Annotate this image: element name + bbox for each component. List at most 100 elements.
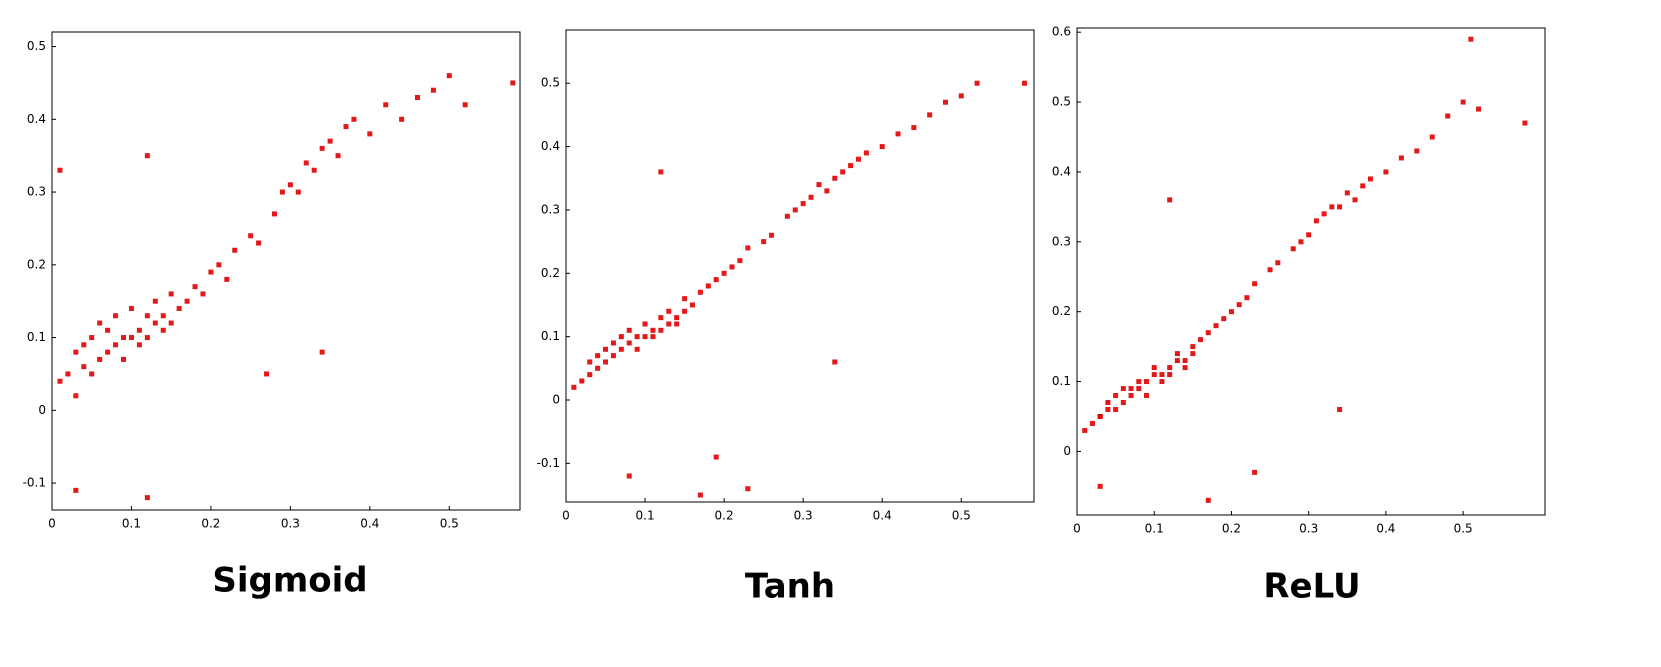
point — [1228, 309, 1234, 315]
point — [415, 94, 421, 100]
plot-frame — [1076, 27, 1546, 516]
point — [587, 372, 593, 378]
y-tick-label: 0 — [38, 403, 46, 417]
point — [1468, 36, 1474, 42]
point — [121, 335, 127, 341]
point — [737, 258, 743, 264]
point — [618, 346, 624, 352]
point — [89, 371, 95, 377]
point — [367, 131, 373, 137]
y-tick-label: 0.3 — [27, 185, 46, 199]
point — [713, 277, 719, 283]
point — [603, 359, 609, 365]
point — [856, 156, 861, 162]
point — [1306, 232, 1312, 238]
point — [343, 124, 349, 130]
point — [713, 454, 719, 460]
point — [351, 116, 357, 122]
y-tick-label: 0.5 — [541, 76, 560, 90]
point — [184, 298, 190, 304]
x-tick-label: 0.2 — [715, 509, 734, 523]
point — [1120, 386, 1126, 392]
point — [618, 334, 624, 340]
point — [160, 313, 166, 319]
point — [1097, 413, 1103, 419]
point — [446, 73, 452, 79]
point — [1182, 358, 1188, 364]
point — [745, 486, 751, 492]
point — [1167, 372, 1173, 378]
point — [1174, 358, 1180, 364]
point — [674, 321, 680, 327]
point — [682, 308, 688, 314]
y-tick-label: -0.1 — [23, 476, 46, 490]
point — [232, 247, 238, 253]
point — [1267, 267, 1273, 273]
x-tick-label: 0 — [1073, 522, 1081, 536]
point — [1313, 218, 1319, 224]
point — [1337, 204, 1343, 210]
point — [1190, 351, 1196, 357]
point — [160, 327, 166, 333]
point — [152, 320, 158, 326]
chart-title: Sigmoid — [212, 561, 367, 601]
point — [1082, 427, 1088, 433]
point — [57, 378, 63, 384]
point — [784, 213, 790, 219]
point — [319, 349, 325, 355]
point — [1190, 344, 1196, 350]
point — [1414, 148, 1420, 154]
point — [1352, 197, 1358, 203]
point — [1337, 406, 1343, 412]
point — [769, 232, 775, 238]
point — [113, 342, 119, 348]
point — [911, 125, 917, 131]
point — [1128, 386, 1134, 392]
point — [1445, 113, 1451, 119]
point — [705, 283, 711, 289]
point — [658, 315, 664, 321]
point — [603, 346, 609, 352]
point — [430, 87, 436, 93]
plot-frame — [51, 31, 521, 511]
point — [287, 182, 293, 188]
point — [808, 194, 814, 200]
y-tick-label: 0 — [1063, 444, 1071, 458]
plot-frame — [565, 29, 1035, 503]
point — [208, 269, 214, 275]
point — [1252, 469, 1258, 475]
point — [1522, 120, 1528, 126]
point — [1151, 372, 1157, 378]
point — [595, 365, 601, 371]
point — [128, 335, 134, 341]
point — [152, 298, 158, 304]
x-tick-label: 0 — [48, 517, 56, 531]
point — [1136, 379, 1142, 385]
point — [895, 131, 901, 137]
x-tick-label: 0.1 — [122, 517, 141, 531]
point — [642, 334, 648, 340]
point — [824, 188, 830, 194]
point — [832, 359, 838, 365]
point — [303, 160, 309, 166]
x-tick-label: 0.3 — [1299, 522, 1318, 536]
point — [761, 239, 767, 245]
point — [279, 189, 285, 195]
point — [1383, 169, 1389, 175]
point — [1113, 393, 1119, 399]
point — [1321, 211, 1327, 217]
point — [200, 291, 206, 297]
point — [1159, 372, 1165, 378]
point — [595, 353, 601, 359]
point — [1128, 393, 1134, 399]
point — [745, 245, 751, 251]
point — [264, 371, 270, 377]
point — [1252, 281, 1258, 287]
point — [682, 296, 688, 302]
y-tick-label: 0.5 — [27, 39, 46, 53]
x-tick-label: 0.2 — [1222, 522, 1241, 536]
y-tick-label: 0.6 — [1052, 25, 1071, 39]
point — [144, 153, 150, 159]
point — [816, 182, 822, 188]
